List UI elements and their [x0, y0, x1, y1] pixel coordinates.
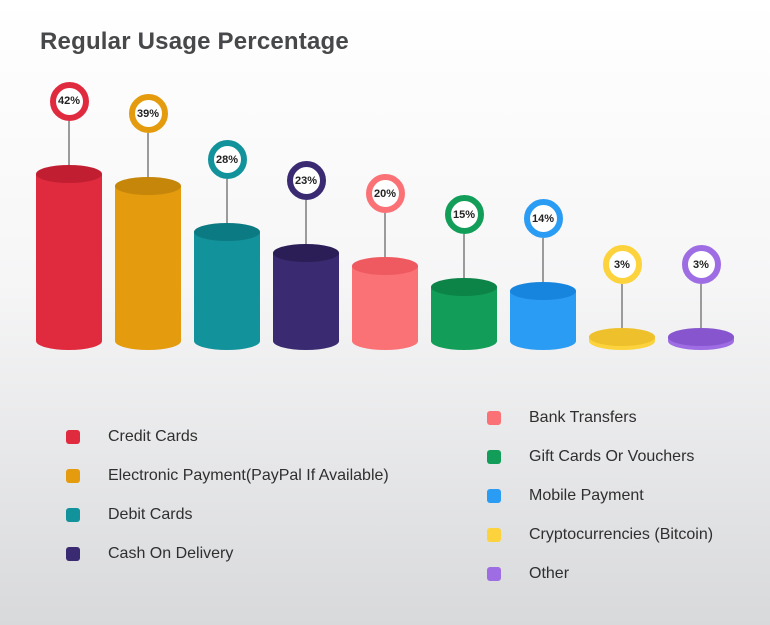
legend-item-gift-cards: Gift Cards Or Vouchers — [487, 437, 713, 476]
bar-cryptocurrencies: 3% — [587, 245, 657, 350]
legend-item-bank-transfers: Bank Transfers — [487, 398, 713, 437]
cylinder-top — [36, 164, 102, 183]
bar-credit-cards: 42% — [34, 81, 104, 350]
cylinder-top — [352, 257, 418, 275]
value-badge: 3% — [602, 245, 642, 284]
bar-cash-on-delivery: 23% — [271, 161, 341, 350]
value-badge: 39% — [128, 94, 168, 134]
legend-label: Other — [529, 564, 570, 582]
value-badge: 3% — [681, 245, 721, 284]
legend-swatch — [66, 430, 80, 444]
legend-label: Mobile Payment — [529, 486, 644, 504]
legend: Credit Cards Electronic Payment(PayPal I… — [0, 398, 770, 593]
connector-line — [305, 200, 307, 245]
value-badge: 42% — [49, 81, 89, 121]
value-badge: 20% — [365, 174, 405, 213]
legend-label: Gift Cards Or Vouchers — [529, 447, 695, 465]
cylinder-bar — [273, 244, 339, 350]
legend-label: Cryptocurrencies (Bitcoin) — [529, 525, 714, 543]
connector-line — [463, 234, 465, 278]
cylinder-bar — [115, 177, 181, 350]
legend-item-cryptocurrencies: Cryptocurrencies (Bitcoin) — [487, 515, 713, 554]
cylinder-top — [115, 177, 181, 196]
bar-debit-cards: 28% — [192, 140, 262, 350]
value-label: 3% — [614, 258, 630, 271]
bar-other: 3% — [666, 245, 736, 350]
legend-swatch — [487, 527, 501, 542]
value-label: 39% — [136, 107, 160, 120]
legend-label: Debit Cards — [108, 506, 193, 523]
connector-line — [68, 120, 70, 165]
value-badge: 14% — [523, 199, 563, 239]
cylinder-bar — [36, 164, 102, 350]
value-label: 23% — [294, 174, 318, 187]
chart-title: Regular Usage Percentage — [40, 28, 349, 55]
value-label: 20% — [373, 187, 397, 200]
cylinder-bar — [510, 282, 576, 350]
legend-swatch — [66, 508, 80, 522]
connector-line — [384, 213, 386, 257]
connector-line — [621, 284, 623, 328]
cylinder-top — [510, 282, 576, 301]
cylinder-top — [589, 328, 655, 346]
legend-label: Bank Transfers — [529, 408, 637, 426]
cylinder-top — [668, 328, 734, 346]
legend-swatch — [487, 410, 501, 425]
bar-bank-transfers: 20% — [350, 174, 420, 350]
legend-column-left: Credit Cards Electronic Payment(PayPal I… — [66, 418, 487, 574]
value-label: 14% — [531, 212, 555, 225]
value-badge: 15% — [444, 195, 484, 234]
legend-item-debit-cards: Debit Cards — [66, 496, 487, 535]
bar-gift-cards: 15% — [429, 195, 499, 350]
legend-item-credit-cards: Credit Cards — [66, 418, 487, 457]
legend-label: Credit Cards — [108, 428, 198, 445]
cylinder-bar — [194, 223, 260, 350]
bar-electronic-payment: 39% — [113, 94, 183, 350]
value-label: 28% — [215, 153, 239, 166]
cylinder-top — [194, 223, 260, 242]
connector-line — [700, 284, 702, 328]
cylinder-bar — [668, 328, 734, 350]
cylinder-top — [273, 244, 339, 263]
cylinder-top — [431, 278, 497, 296]
cylinder-bar — [589, 328, 655, 350]
legend-label: Electronic Payment(PayPal If Available) — [108, 467, 389, 484]
value-label: 3% — [693, 258, 709, 271]
legend-item-electronic-payment: Electronic Payment(PayPal If Available) — [66, 457, 487, 496]
bar-mobile-payment: 14% — [508, 199, 578, 350]
cylinder-bar-chart: 42% 39% 28% 23% 20% 15% — [0, 68, 770, 350]
value-badge: 28% — [207, 140, 247, 180]
connector-line — [226, 179, 228, 224]
connector-line — [147, 133, 149, 178]
connector-line — [542, 238, 544, 283]
value-label: 42% — [57, 95, 81, 108]
cylinder-bar — [431, 278, 497, 350]
value-badge: 23% — [286, 161, 326, 201]
legend-swatch — [66, 547, 80, 561]
cylinder-bar — [352, 257, 418, 350]
legend-swatch — [487, 449, 501, 464]
legend-swatch — [487, 566, 501, 581]
legend-swatch — [487, 488, 501, 503]
legend-label: Cash On Delivery — [108, 545, 234, 562]
legend-item-other: Other — [487, 554, 713, 593]
value-label: 15% — [452, 208, 476, 221]
legend-swatch — [66, 469, 80, 483]
legend-column-right: Bank Transfers Gift Cards Or Vouchers Mo… — [487, 398, 713, 593]
legend-item-cash-on-delivery: Cash On Delivery — [66, 535, 487, 574]
legend-item-mobile-payment: Mobile Payment — [487, 476, 713, 515]
